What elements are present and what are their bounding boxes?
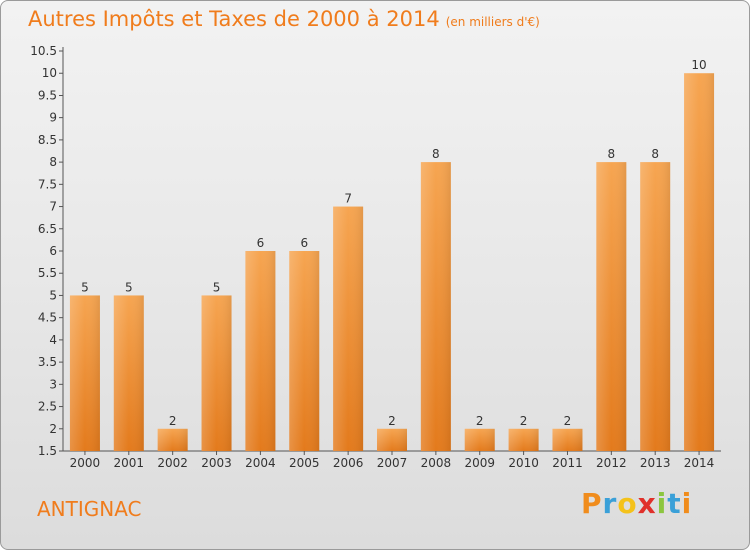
brand-letter: P <box>581 487 603 520</box>
y-tick-label: 8.5 <box>38 133 57 147</box>
data-label: 6 <box>257 236 265 250</box>
bar-shade <box>640 162 671 451</box>
y-tick-label: 2.5 <box>38 400 57 414</box>
y-tick-label: 2 <box>49 422 57 436</box>
y-tick-label: 3 <box>49 377 57 391</box>
x-tick-label: 2003 <box>201 456 232 470</box>
title-text: Autres Impôts et Taxes de 2000 à 2014 <box>28 7 440 31</box>
bar-shade <box>420 162 451 451</box>
chart-subtitle: (en milliers d'€) <box>445 15 540 29</box>
x-tick-label: 2007 <box>377 456 408 470</box>
x-tick-label: 2006 <box>333 456 364 470</box>
bar-shade <box>552 428 583 451</box>
brand-logo: Proxiti <box>581 487 692 520</box>
data-label: 2 <box>388 414 396 428</box>
bar-shade <box>464 428 495 451</box>
data-label: 10 <box>691 58 706 72</box>
brand-letter: r <box>602 487 618 520</box>
bar-shade <box>377 428 407 451</box>
x-tick-label: 2008 <box>421 456 452 470</box>
data-label: 8 <box>608 147 616 161</box>
data-label: 2 <box>169 414 177 428</box>
y-tick-label: 10 <box>42 66 57 80</box>
bar-shade <box>113 295 144 451</box>
data-label: 6 <box>300 236 308 250</box>
y-tick-label: 7 <box>49 200 57 214</box>
chart-title: Autres Impôts et Taxes de 2000 à 2014 (en… <box>28 7 540 31</box>
data-label: 5 <box>81 280 89 294</box>
y-tick-label: 10.5 <box>30 44 57 58</box>
bar-shade <box>508 428 539 451</box>
data-label: 8 <box>432 147 440 161</box>
x-tick-label: 2001 <box>114 456 145 470</box>
x-tick-label: 2011 <box>552 456 583 470</box>
bar-shade <box>201 295 232 451</box>
brand-letter: t <box>667 487 682 520</box>
x-tick-label: 2000 <box>70 456 101 470</box>
bar-shade <box>333 206 364 451</box>
bar-shade <box>245 251 276 451</box>
y-tick-label: 7.5 <box>38 177 57 191</box>
y-tick-label: 1.5 <box>38 444 57 458</box>
x-tick-label: 2012 <box>596 456 627 470</box>
x-tick-label: 2009 <box>464 456 495 470</box>
data-label: 5 <box>125 280 133 294</box>
y-tick-label: 3.5 <box>38 355 57 369</box>
data-label: 5 <box>213 280 221 294</box>
y-tick-label: 5 <box>49 288 57 302</box>
bar-shade <box>289 251 320 451</box>
x-tick-label: 2004 <box>245 456 276 470</box>
brand-letter: i <box>681 487 693 520</box>
y-tick-label: 9 <box>49 111 57 125</box>
y-tick-label: 8 <box>49 155 57 169</box>
data-label: 8 <box>651 147 659 161</box>
bar-shade <box>596 162 627 451</box>
x-tick-label: 2014 <box>684 456 715 470</box>
x-tick-label: 2002 <box>157 456 188 470</box>
commune-name: ANTIGNAC <box>37 497 142 521</box>
y-tick-label: 4 <box>49 333 57 347</box>
x-tick-label: 2010 <box>508 456 539 470</box>
y-tick-label: 9.5 <box>38 88 57 102</box>
y-tick-label: 4.5 <box>38 311 57 325</box>
x-tick-label: 2005 <box>289 456 320 470</box>
data-label: 2 <box>520 414 528 428</box>
bar-shade <box>69 295 100 451</box>
y-tick-label: 6.5 <box>38 222 57 236</box>
data-label: 2 <box>564 414 572 428</box>
data-label: 2 <box>476 414 484 428</box>
bar-shade <box>157 428 188 451</box>
bar-shade <box>684 73 715 451</box>
x-tick-label: 2013 <box>640 456 671 470</box>
data-label: 7 <box>344 192 352 206</box>
brand-letter: i <box>656 487 668 520</box>
brand-letter: o <box>617 487 638 520</box>
y-tick-label: 5.5 <box>38 266 57 280</box>
brand-letter: x <box>637 487 657 520</box>
y-tick-label: 6 <box>49 244 57 258</box>
